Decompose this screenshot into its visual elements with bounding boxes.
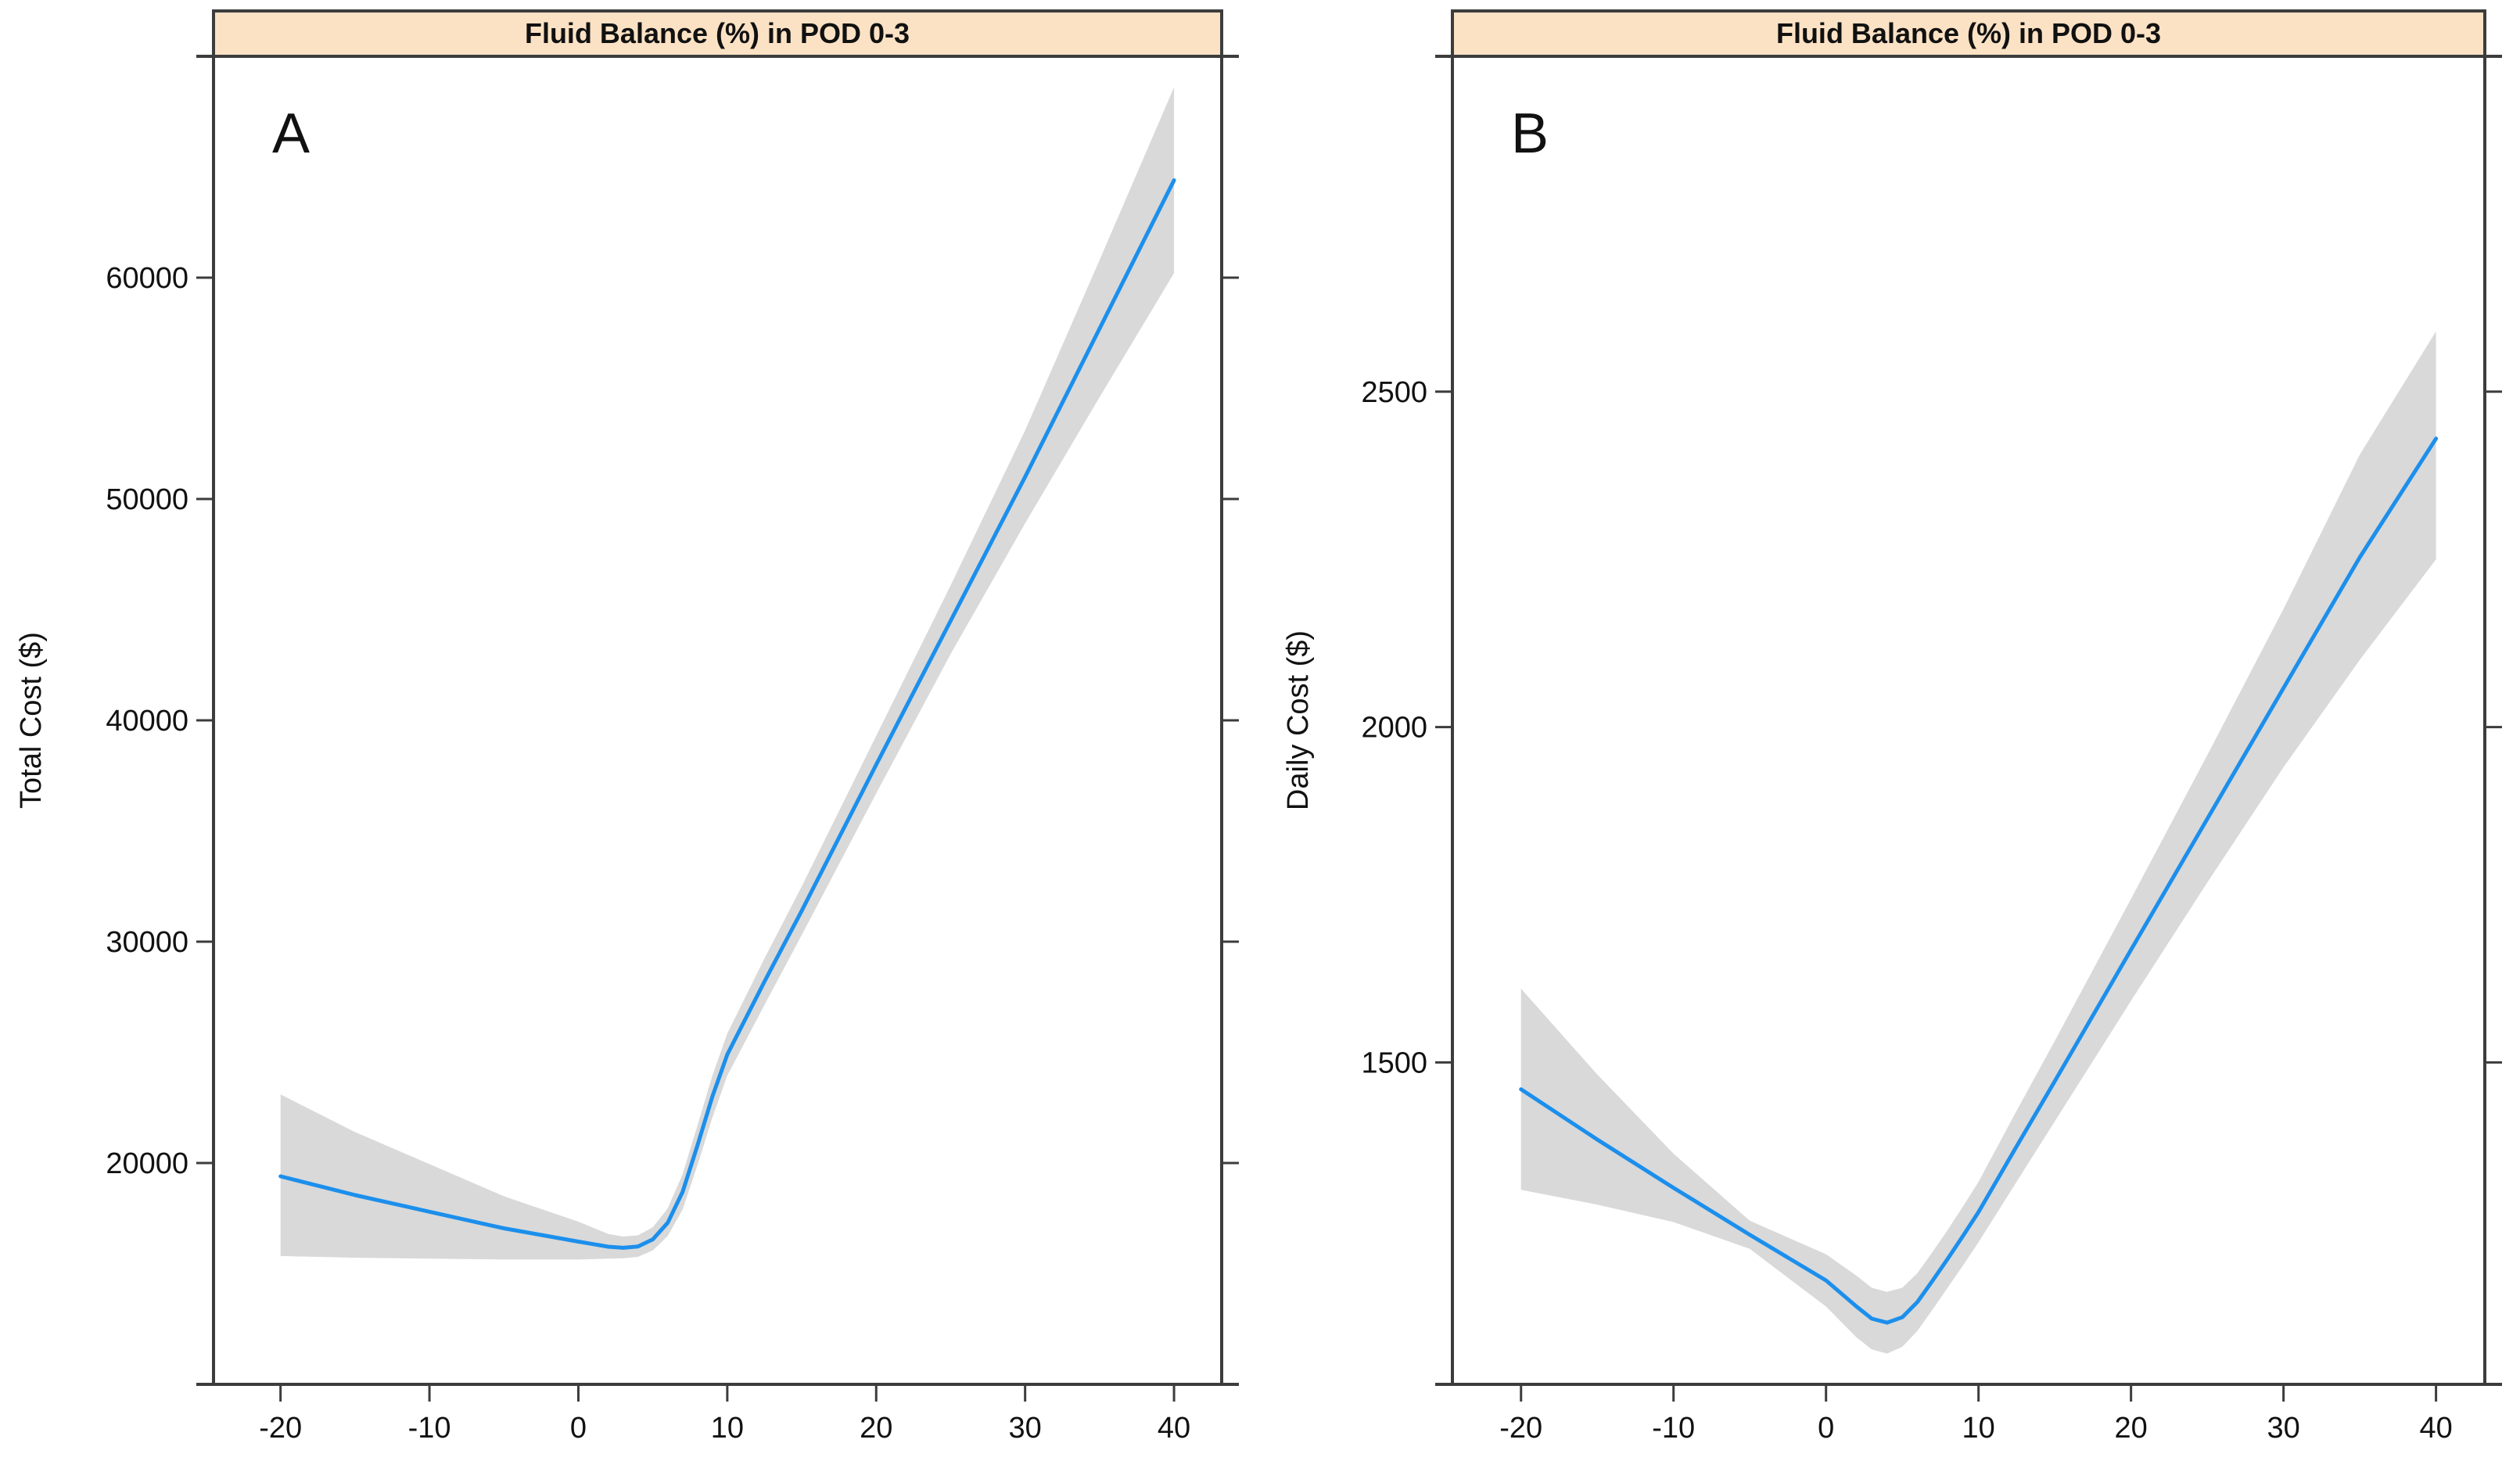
x-tick-label: -10 [408, 1412, 451, 1445]
panel-a-marks: 20000 30000 40000 50000 60000 -20 -10 0 10 20 30 40 [106, 87, 1239, 1445]
panel-letter-b: B [1511, 102, 1549, 165]
x-tick-label: 10 [711, 1412, 744, 1445]
panel-letter-a: A [272, 102, 310, 165]
panel-a: 20000 30000 40000 50000 60000 -20 -10 0 10 20 30 40… [15, 9, 1239, 1445]
x-tick-label: -10 [1652, 1412, 1695, 1445]
strip-title-a: Fluid Balance (%) in POD 0-3 [525, 17, 910, 49]
strip-title-b: Fluid Balance (%) in POD 0-3 [1776, 17, 2161, 49]
y-tick-label: 50000 [106, 483, 188, 516]
panel-b-marks: 1500 2000 2500 -20 -10 0 10 20 30 40 [1361, 331, 2502, 1445]
y-tick-label: 40000 [106, 705, 188, 738]
trend-line [1519, 436, 2439, 1325]
x-tick-label: 40 [2419, 1412, 2452, 1445]
y-axis-title-b: Daily Cost ($) [1282, 630, 1315, 810]
x-tick-label: 30 [1009, 1412, 1042, 1445]
y-tick-label: 2000 [1361, 712, 1427, 745]
confidence-band [280, 87, 1175, 1260]
x-tick-label: -20 [1499, 1412, 1542, 1445]
y-tick-label: 2500 [1361, 376, 1427, 409]
x-tick-label: 10 [1962, 1412, 1995, 1445]
x-tick-label: 30 [2267, 1412, 2299, 1445]
y-tick-label: 20000 [106, 1147, 188, 1180]
panel-b: 1500 2000 2500 -20 -10 0 10 20 30 40 Fluid Balanc… [1282, 9, 2502, 1445]
x-tick-label: 0 [570, 1412, 587, 1445]
x-tick-label: 0 [1818, 1412, 1834, 1445]
y-tick-label: 60000 [106, 262, 188, 295]
x-tick-label: 40 [1158, 1412, 1190, 1445]
trend-line [278, 178, 1176, 1250]
y-tick-label: 1500 [1361, 1046, 1427, 1079]
x-tick-label: 20 [2115, 1412, 2148, 1445]
x-tick-label: -20 [259, 1412, 302, 1445]
confidence-band [1520, 331, 2436, 1354]
x-tick-label: 20 [860, 1412, 892, 1445]
y-axis-title-a: Total Cost ($) [15, 632, 48, 809]
y-tick-label: 30000 [106, 926, 188, 959]
